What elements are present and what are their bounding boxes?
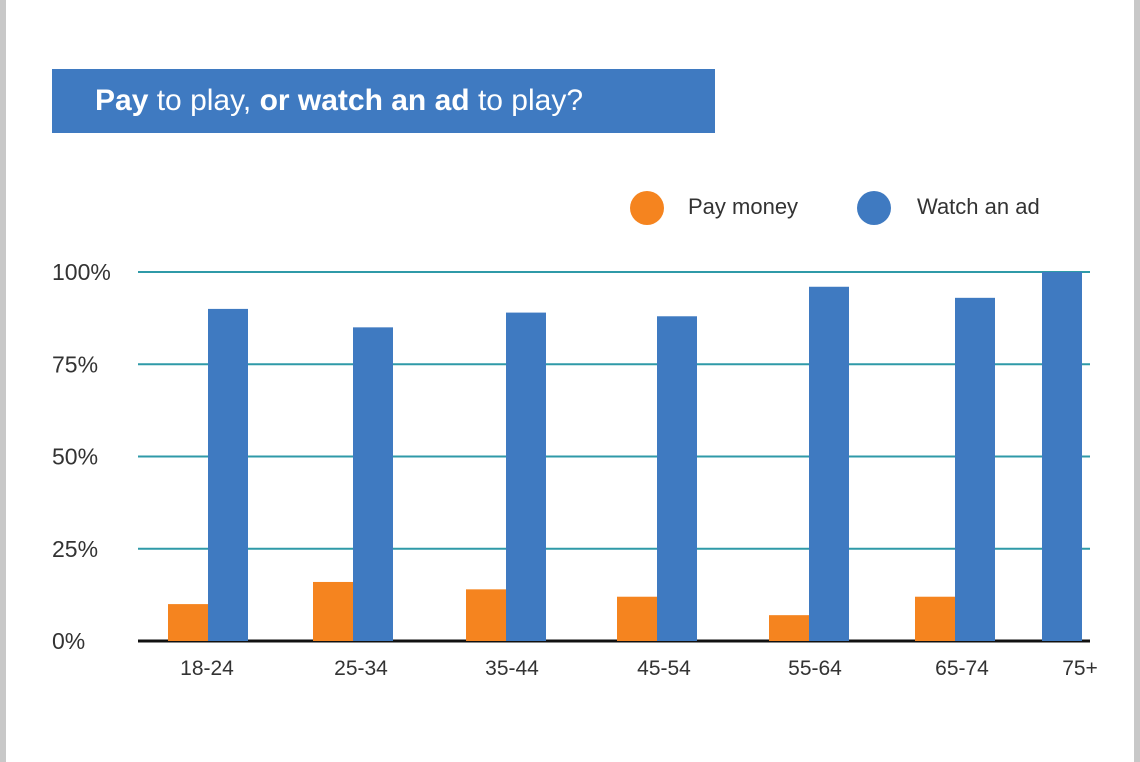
x-category-label: 25-34 [334,657,388,680]
bar-pay-money-45-54 [617,596,657,641]
legend-watch-ad-label: Watch an ad [917,194,1040,219]
grid-lines [138,271,1090,643]
legend-pay-money-label: Pay money [688,194,798,219]
y-tick-label: 25% [52,536,98,562]
x-category-label: 45-54 [637,657,691,680]
y-tick-label: 0% [52,628,85,654]
bar-pay-money-18-24 [168,604,208,641]
x-category-label: 65-74 [935,657,989,680]
x-axis-category-labels: 18-24 25-34 35-44 45-54 55-64 65-74 75+ [180,657,1098,680]
left-frame-border [0,0,6,762]
x-category-label: 75+ [1062,657,1098,680]
chart-title-banner: Pay to play, or watch an ad to play? [52,69,715,133]
y-tick-label: 75% [52,351,98,377]
title-to-play: to play, [148,84,260,117]
bar-pay-money-55-64 [769,615,809,641]
y-tick-label: 50% [52,444,98,470]
y-tick-label: 100% [52,259,111,285]
bar-watch-ad-65-74 [955,297,995,641]
legend-watch-ad-swatch [857,191,891,225]
bar-pay-money-35-44 [466,589,506,641]
bar-watch-ad-18-24 [208,308,248,641]
bar-watch-ad-25-34 [353,327,393,641]
title-to-play-question: to play? [469,84,584,117]
x-category-label: 35-44 [485,657,539,680]
legend: Pay money Watch an ad [630,191,1040,225]
bar-pay-money-65-74 [915,596,955,641]
bar-watch-ad-75+ [1042,272,1082,641]
x-category-label: 55-64 [788,657,842,680]
bars [168,272,1082,641]
bar-watch-ad-35-44 [506,312,546,641]
y-axis-tick-labels: 0% 25% 50% 75% 100% [52,259,111,654]
bar-pay-money-25-34 [313,581,353,641]
title-watch-ad: or watch an ad [259,84,470,117]
right-frame-border [1134,0,1140,762]
bar-watch-ad-45-54 [657,316,697,641]
title-pay: Pay [95,84,149,117]
x-category-label: 18-24 [180,657,234,680]
bar-watch-ad-55-64 [809,286,849,641]
legend-pay-money-swatch [630,191,664,225]
